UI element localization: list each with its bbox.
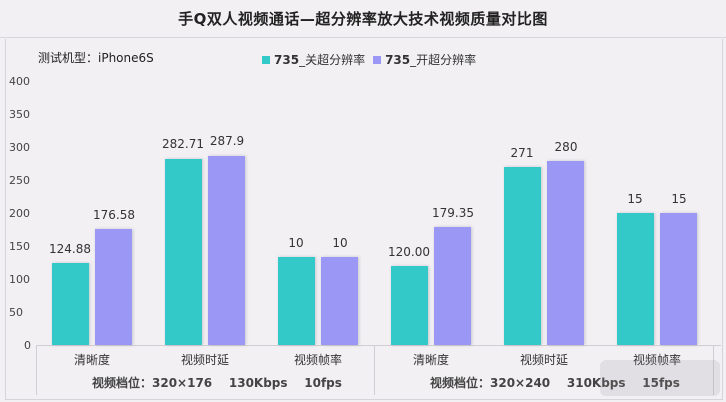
bar-value-label: 124.88: [49, 242, 91, 256]
bar-latency-off-2: [504, 167, 541, 345]
bar-value-label: 282.71: [162, 137, 204, 151]
bar-value-label: 280: [554, 140, 578, 154]
bar-value-label: 15: [671, 192, 687, 206]
y-tick: 250: [9, 174, 30, 187]
bar-clarity-on-1: [95, 229, 132, 345]
category-label: 视频帧率: [293, 353, 342, 367]
group-divider: [713, 345, 714, 395]
y-tick: 200: [9, 207, 30, 220]
chart-title: 手Q双人视频通话—超分辨率放大技术视频质量对比图: [178, 10, 548, 28]
legend-item-off: 735 _关超分辨率: [262, 51, 365, 68]
legend-item-on: 735 _开超分辨率: [373, 51, 476, 68]
title-divider: [0, 37, 726, 38]
group-spec-label: 视频档位：320×176 130Kbps 10fps: [92, 376, 342, 390]
legend: 735 _关超分辨率 735 _开超分辨率: [262, 51, 484, 68]
legend-label: _开超分辨率: [410, 53, 477, 67]
legend-label: _关超分辨率: [299, 53, 366, 67]
bar-fps-on-1: [321, 257, 358, 345]
legend-code: 735: [385, 52, 411, 67]
category-label: 清晰度: [73, 353, 110, 367]
bar-fps-off-2: [617, 213, 654, 345]
device-label: 测试机型：iPhone6S: [38, 51, 154, 65]
group-divider: [374, 345, 375, 395]
watermark: [600, 360, 720, 396]
bar-value-label: 179.35: [432, 206, 474, 220]
legend-swatch-teal-icon: [262, 55, 270, 64]
x-axis-line: [36, 345, 721, 346]
group-divider: [36, 345, 37, 395]
category-label: 视频时延: [519, 353, 568, 367]
bar-value-label: 15: [627, 192, 643, 206]
bar-value-label: 120.00: [388, 245, 430, 259]
bar-clarity-off-1: [52, 263, 89, 345]
y-tick: 300: [9, 141, 30, 154]
group-spec-label: 视频档位：320×240 310Kbps 15fps: [430, 376, 680, 390]
bar-value-label: 271: [510, 146, 534, 160]
bar-value-label: 287.9: [209, 134, 245, 148]
y-tick: 100: [9, 273, 30, 286]
category-label: 清晰度: [412, 353, 449, 367]
bar-latency-on-1: [208, 156, 245, 345]
bar-latency-on-2: [547, 161, 584, 345]
y-tick: 400: [9, 75, 30, 88]
bar-clarity-off-2: [391, 266, 428, 345]
category-label: 视频时延: [180, 353, 229, 367]
legend-code: 735: [274, 52, 300, 67]
bar-clarity-on-2: [434, 227, 471, 345]
bar-fps-on-2: [660, 213, 697, 345]
bar-value-label: 10: [288, 236, 304, 250]
bar-fps-off-1: [278, 257, 315, 345]
y-tick: 150: [9, 240, 30, 253]
legend-swatch-purple-icon: [373, 55, 382, 64]
plot-frame: [5, 39, 723, 400]
y-tick: 50: [9, 306, 23, 319]
bar-value-label: 10: [332, 236, 348, 250]
y-tick: 350: [9, 108, 30, 121]
bar-value-label: 176.58: [93, 208, 135, 222]
bar-latency-off-1: [165, 159, 202, 345]
y-tick: 0: [24, 339, 31, 352]
category-label: 视频帧率: [632, 353, 681, 367]
